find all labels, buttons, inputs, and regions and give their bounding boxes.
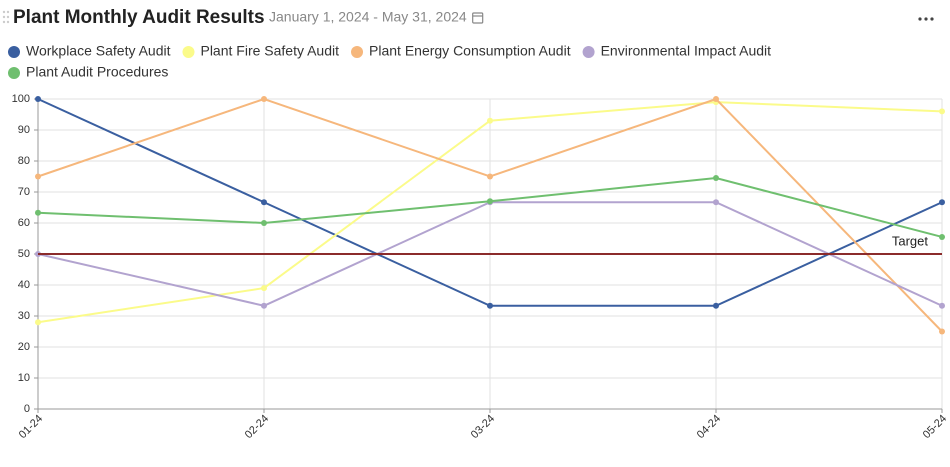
data-point xyxy=(35,209,41,216)
y-tick-label: 10 xyxy=(18,372,30,384)
drag-handle[interactable] xyxy=(2,10,10,24)
legend-label: Plant Fire Safety Audit xyxy=(200,43,339,59)
legend-marker xyxy=(8,46,20,58)
data-point xyxy=(487,117,493,124)
data-point xyxy=(713,199,719,206)
y-tick-label: 50 xyxy=(18,248,30,260)
legend-marker xyxy=(351,46,364,58)
data-point xyxy=(939,328,945,335)
y-tick-label: 80 xyxy=(18,155,30,167)
data-point xyxy=(35,96,41,102)
legend-marker xyxy=(182,46,195,58)
more-menu[interactable] xyxy=(918,17,934,21)
x-tick-label: 05-24 xyxy=(921,413,949,441)
data-point xyxy=(261,199,267,206)
data-point xyxy=(713,96,719,102)
data-point xyxy=(261,302,267,309)
data-point xyxy=(939,199,945,206)
y-tick-label: 20 xyxy=(18,341,30,353)
legend-label: Workplace Safety Audit xyxy=(26,43,171,59)
legend-marker xyxy=(8,67,20,79)
x-tick-label: 01-24 xyxy=(17,413,45,441)
legend-marker xyxy=(582,46,595,58)
data-point xyxy=(487,198,493,205)
y-tick-label: 0 xyxy=(24,403,30,415)
y-tick-label: 90 xyxy=(18,124,30,136)
legend-item[interactable]: Environmental Impact Audit xyxy=(582,43,772,59)
legend-item[interactable]: Plant Energy Consumption Audit xyxy=(351,43,571,59)
x-tick-label: 03-24 xyxy=(469,413,497,441)
data-point xyxy=(487,302,493,309)
legend-item[interactable]: Workplace Safety Audit xyxy=(8,43,171,59)
data-point xyxy=(261,220,267,226)
y-tick-label: 30 xyxy=(18,310,30,322)
y-tick-label: 100 xyxy=(12,93,30,105)
data-point xyxy=(487,173,493,180)
data-point xyxy=(939,302,945,309)
date-range[interactable]: January 1, 2024 - May 31, 2024 xyxy=(269,9,467,25)
data-point xyxy=(713,302,719,309)
legend-label: Plant Audit Procedures xyxy=(26,64,168,80)
legend-label: Plant Energy Consumption Audit xyxy=(369,43,571,59)
calendar-icon[interactable] xyxy=(472,12,484,24)
x-tick-label: 02-24 xyxy=(243,413,271,441)
data-point xyxy=(939,108,945,115)
legend-item[interactable]: Plant Audit Procedures xyxy=(8,64,168,80)
legend-label: Environmental Impact Audit xyxy=(601,43,772,59)
y-tick-label: 70 xyxy=(18,186,30,198)
target-label: Target xyxy=(892,233,929,248)
data-point xyxy=(713,175,719,182)
data-point xyxy=(261,285,267,292)
x-tick-label: 04-24 xyxy=(695,413,723,441)
y-tick-label: 60 xyxy=(18,217,30,229)
y-tick-label: 40 xyxy=(18,279,30,291)
data-point xyxy=(261,96,267,102)
legend-item[interactable]: Plant Fire Safety Audit xyxy=(182,43,339,59)
data-point xyxy=(939,233,945,240)
chart-title: Plant Monthly Audit Results xyxy=(13,7,265,28)
data-point xyxy=(35,173,41,180)
data-point xyxy=(35,319,41,326)
